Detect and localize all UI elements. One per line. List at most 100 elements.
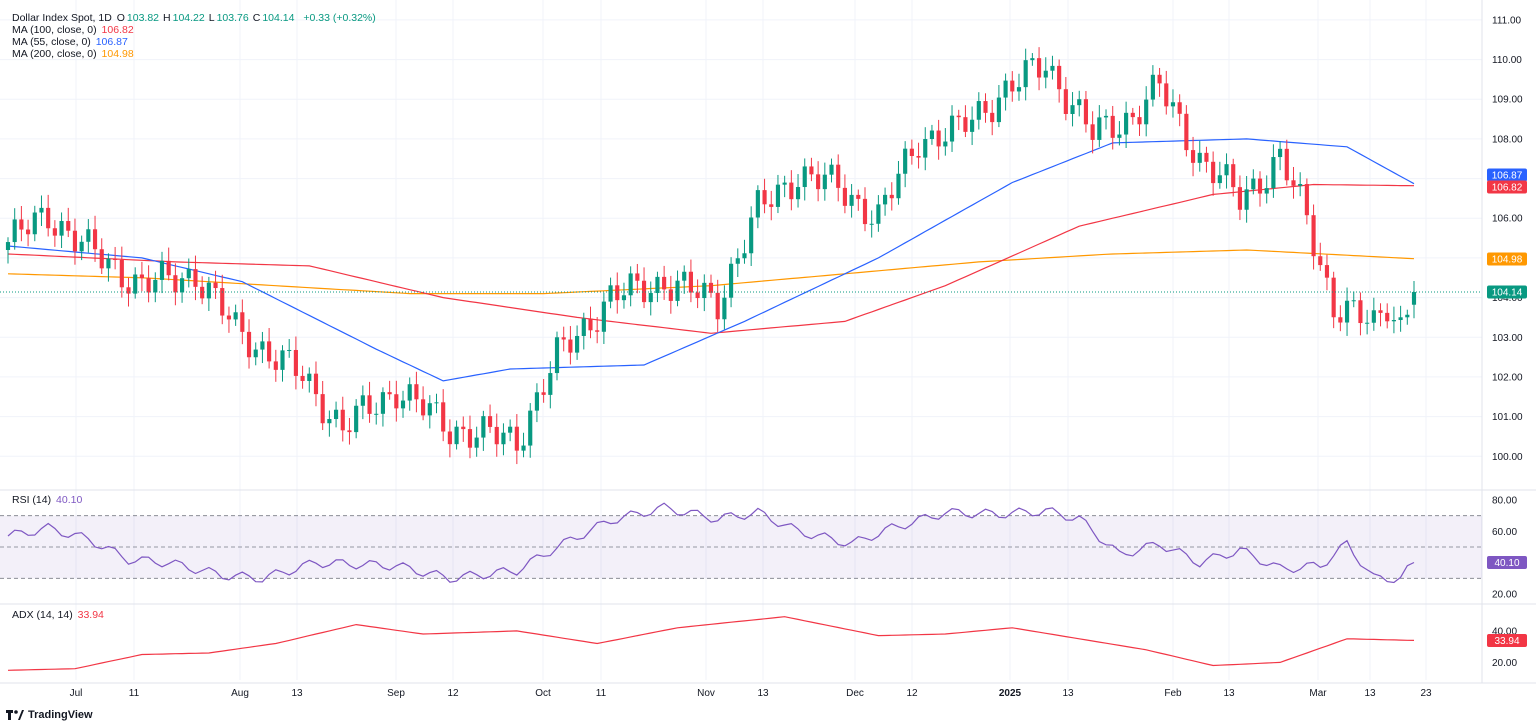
rsi-legend[interactable]: RSI (14) 40.10 xyxy=(12,494,84,506)
candle-body xyxy=(92,229,98,250)
x-tick-label: 12 xyxy=(447,688,459,699)
candle-body xyxy=(200,286,205,299)
ohlc-value-h: 104.22 xyxy=(172,12,205,24)
x-tick-label: 13 xyxy=(1223,688,1235,699)
candle-body xyxy=(1338,317,1343,323)
candle-body xyxy=(1331,277,1336,318)
candle-body xyxy=(113,258,118,260)
candle-body xyxy=(1298,184,1303,186)
candle-body xyxy=(889,194,894,199)
ma200-label: MA (200, close, 0) xyxy=(12,48,97,60)
candle-body xyxy=(916,156,921,158)
candle-body xyxy=(735,258,740,264)
candle-body xyxy=(327,419,332,424)
candle-body xyxy=(99,249,104,269)
candle-body xyxy=(1244,189,1249,210)
y-tick-label: 103.00 xyxy=(1492,333,1523,344)
candle-body xyxy=(354,405,359,433)
candle-body xyxy=(1110,115,1115,138)
rsi-value: 40.10 xyxy=(56,494,83,506)
candle-body xyxy=(655,276,660,294)
x-tick-label: 2025 xyxy=(999,688,1022,699)
candle-body xyxy=(1284,148,1289,181)
ohlc-value-c: 104.14 xyxy=(262,12,295,24)
candle-body xyxy=(862,198,868,225)
candle-body xyxy=(1391,320,1396,322)
ma55-line xyxy=(7,138,1415,382)
candle-body xyxy=(220,288,225,316)
ma55-legend[interactable]: MA (55, close, 0) 106.87 xyxy=(12,36,130,48)
candle-body xyxy=(742,253,747,259)
candle-body xyxy=(1231,164,1236,188)
candle-body xyxy=(146,278,151,293)
candle-body xyxy=(380,392,386,414)
candle-body xyxy=(1117,134,1122,138)
ohlc-values: O 103.82 H 104.22 L 103.76 C 104.14 xyxy=(117,12,299,24)
candle-body xyxy=(856,194,861,199)
adx-legend[interactable]: ADX (14, 14) 33.94 xyxy=(12,609,106,621)
y-tick-label: 100.00 xyxy=(1492,452,1523,463)
candle-body xyxy=(588,318,593,331)
candle-body xyxy=(715,292,720,320)
candle-body xyxy=(816,174,821,190)
candle-body xyxy=(1030,58,1035,61)
candle-body xyxy=(668,289,673,301)
candle-body xyxy=(561,337,566,340)
candle-body xyxy=(1311,215,1316,257)
price-tag xyxy=(1487,252,1527,266)
candle-body xyxy=(802,166,807,188)
rsi-band xyxy=(0,515,1482,579)
ohlc-key-l: L xyxy=(208,12,215,24)
candle-body xyxy=(447,431,452,445)
candle-body xyxy=(240,312,245,332)
candle-body xyxy=(1003,80,1008,98)
candle-body xyxy=(474,437,479,448)
candle-body xyxy=(729,263,734,298)
candle-body xyxy=(46,207,51,229)
candle-body xyxy=(963,117,968,132)
x-tick-label: Jul xyxy=(70,688,83,699)
candle-body xyxy=(427,403,432,416)
candle-body xyxy=(374,413,379,415)
candle-body xyxy=(869,223,874,225)
candle-body xyxy=(434,402,439,404)
ma200-legend[interactable]: MA (200, close, 0) 104.98 xyxy=(12,48,136,60)
candle-body xyxy=(1157,74,1162,84)
candle-body xyxy=(883,194,888,205)
candle-body xyxy=(1124,112,1129,135)
candle-body xyxy=(307,373,312,381)
symbol-title: Dollar Index Spot, 1D xyxy=(12,12,112,24)
candle-body xyxy=(39,207,44,213)
candle-body xyxy=(1405,314,1410,318)
candle-body xyxy=(648,293,653,303)
candle-body xyxy=(72,230,78,252)
candle-body xyxy=(702,282,707,299)
candle-body xyxy=(956,115,961,118)
candle-body xyxy=(79,241,84,252)
candle-body xyxy=(675,280,680,301)
candle-body xyxy=(635,273,640,281)
candle-body xyxy=(976,101,981,120)
candle-body xyxy=(769,204,774,207)
candle-body xyxy=(1204,152,1209,162)
adx-value-tag-label: 33.94 xyxy=(1494,636,1519,647)
tradingview-logo[interactable]: TradingView xyxy=(6,709,93,721)
candle-body xyxy=(253,349,258,358)
candle-body xyxy=(173,275,178,293)
adx-value-tag xyxy=(1487,633,1527,647)
candle-body xyxy=(595,330,600,332)
ma100-legend[interactable]: MA (100, close, 0) 106.82 xyxy=(12,24,136,36)
candle-body xyxy=(246,331,252,358)
candle-body xyxy=(1177,102,1182,114)
candle-body xyxy=(1184,113,1189,151)
candle-body xyxy=(1150,74,1155,100)
candle-body xyxy=(360,395,365,406)
candle-body xyxy=(688,271,693,293)
candle-body xyxy=(842,187,847,206)
candle-body xyxy=(260,341,265,350)
candle-body xyxy=(180,278,185,293)
candle-body xyxy=(521,445,526,451)
candle-body xyxy=(1164,83,1169,107)
x-tick-label: Dec xyxy=(846,688,864,699)
